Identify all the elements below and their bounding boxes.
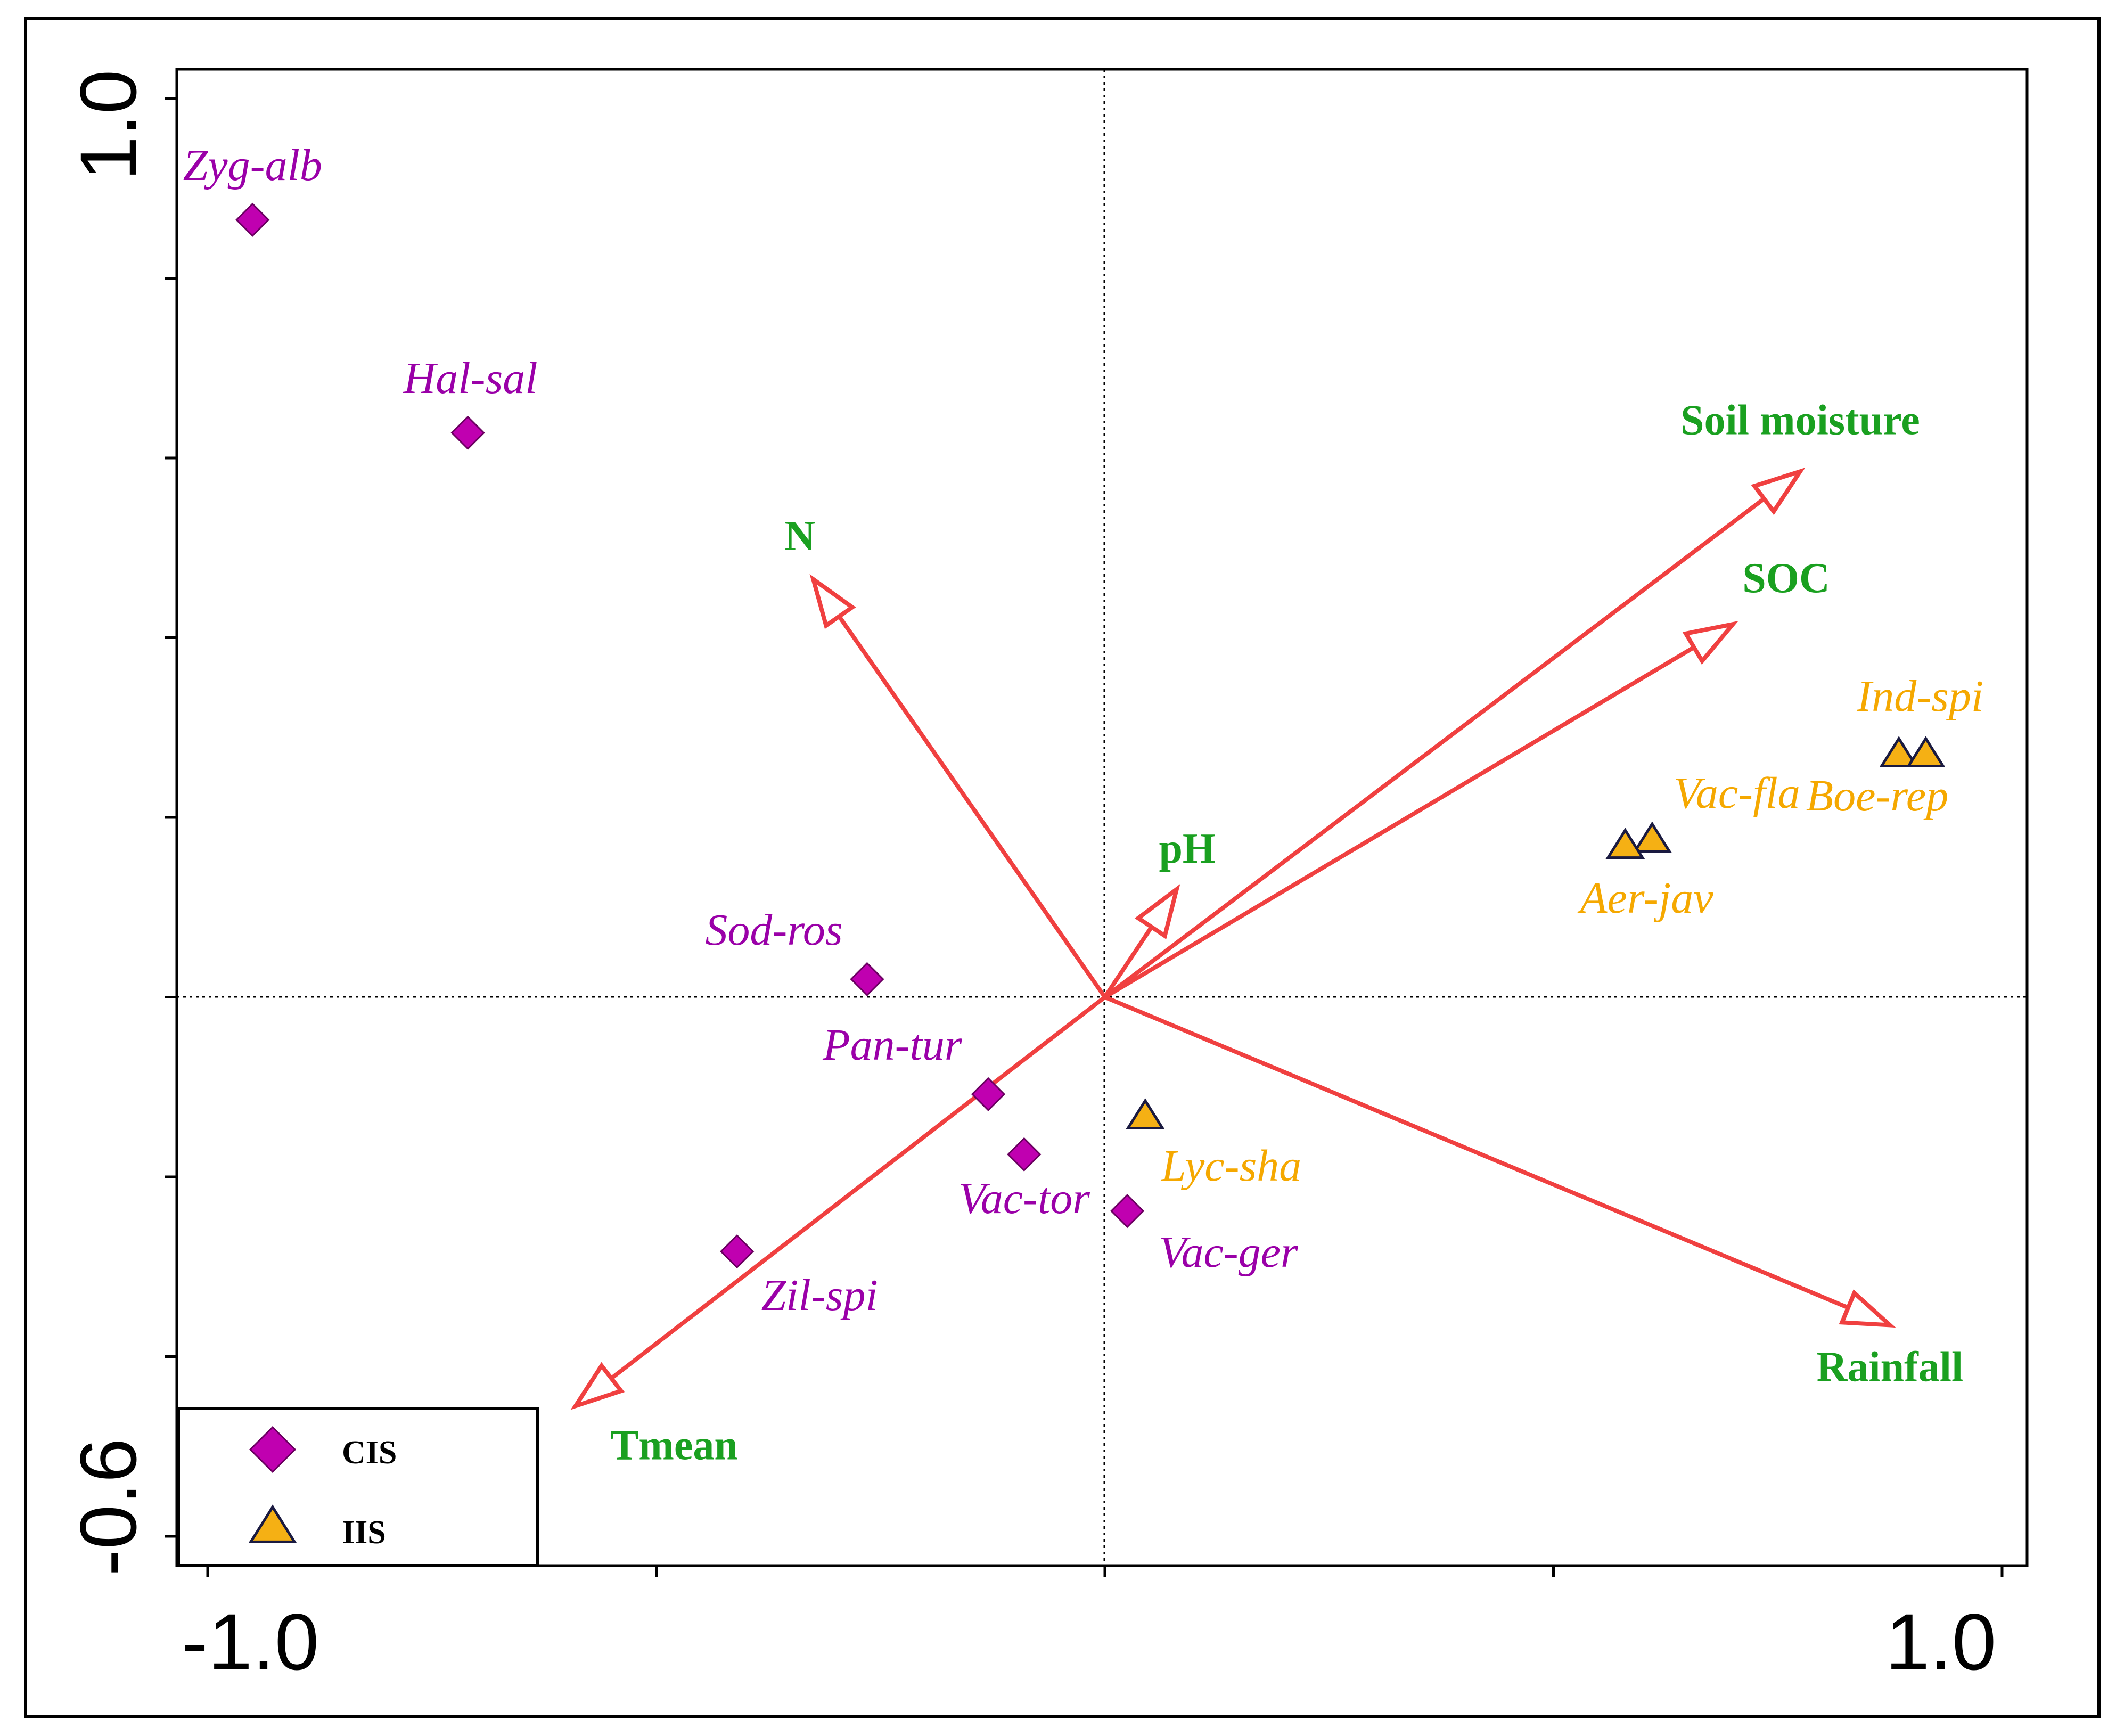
x-tick-label-min: -1.0 <box>182 1597 319 1686</box>
point-hal-sal <box>450 415 485 450</box>
species-label-zyg-alb: Zyg-alb <box>183 141 322 190</box>
point-vac-fla <box>1632 821 1672 853</box>
point-vac-tor <box>1007 1137 1042 1172</box>
axis-ticks <box>165 97 2004 1577</box>
vector-label-soil-moisture: Soil moisture <box>1680 397 1920 444</box>
species-label-boe-rep: Boe-rep <box>1806 771 1948 821</box>
point-aer-jav <box>1605 828 1645 859</box>
vector-arrowhead <box>809 574 856 629</box>
vector-shaft <box>1103 497 1766 999</box>
species-label-aer-jav: Aer-jav <box>1577 873 1713 923</box>
y-tick-label-max: 1.0 <box>63 70 153 181</box>
legend-label-iis: IIS <box>342 1514 386 1551</box>
species-label-hal-sal: Hal-sal <box>403 354 538 403</box>
point-ind-spi <box>1879 736 1919 767</box>
x-tick-label-max: 1.0 <box>1885 1597 1997 1686</box>
species-label-zil-spi: Zil-spi <box>761 1271 878 1320</box>
species-label-vac-tor: Vac-tor <box>958 1174 1090 1223</box>
point-labels: Zyg-alb Hal-sal Sod-ros Pan-tur Vac-tor Vac-g… <box>183 141 1984 1469</box>
point-pan-tur <box>971 1077 1006 1111</box>
vector-arrowhead <box>1839 1289 1896 1328</box>
vector-label-ph: pH <box>1159 825 1216 872</box>
vector-shaft <box>610 995 1106 1380</box>
vector-shaft <box>1104 995 1849 1310</box>
legend-label-cis: CIS <box>342 1435 397 1471</box>
vector-label-n: N <box>784 513 815 560</box>
vector-soc <box>1103 621 1738 999</box>
species-label-sod-ros: Sod-ros <box>705 905 842 955</box>
vector-shaft <box>837 615 1107 998</box>
vector-label-rainfall: Rainfall <box>1817 1344 1964 1390</box>
y-tick-label-min: -0.6 <box>63 1438 153 1576</box>
figure-frame <box>24 17 2101 1718</box>
vector-n <box>809 574 1107 998</box>
point-sod-ros <box>850 962 884 996</box>
species-points <box>235 202 1946 1269</box>
vector-arrowhead <box>570 1362 625 1410</box>
species-label-vac-fla: Vac-fla <box>1674 768 1800 818</box>
vector-ph <box>1103 883 1180 998</box>
point-zyg-alb <box>235 202 270 237</box>
vector-arrowhead <box>1682 621 1738 665</box>
environmental-vectors <box>570 468 1896 1410</box>
vector-arrowhead <box>1134 883 1180 939</box>
vector-shaft <box>1103 926 1154 998</box>
point-lyc-sha <box>1125 1098 1165 1130</box>
point-vac-ger <box>1110 1194 1145 1229</box>
vector-arrowhead <box>1751 468 1806 515</box>
vector-shaft <box>1103 645 1695 999</box>
legend: CIS IIS <box>177 1407 539 1567</box>
vector-label-soc: SOC <box>1742 555 1830 602</box>
vector-rainfall <box>1104 995 1896 1328</box>
species-label-lyc-sha: Lyc-sha <box>1161 1141 1301 1191</box>
legend-marker-cis <box>249 1426 297 1473</box>
species-label-pan-tur: Pan-tur <box>822 1020 962 1070</box>
vector-tmean <box>570 995 1106 1410</box>
species-label-ind-spi: Ind-spi <box>1856 672 1983 721</box>
point-zil-spi <box>720 1234 755 1269</box>
point-boe-rep <box>1906 736 1946 767</box>
legend-box <box>177 1407 539 1567</box>
vector-soil-moisture <box>1103 468 1806 999</box>
species-label-vac-ger: Vac-ger <box>1159 1227 1299 1277</box>
vector-label-tmean: Tmean <box>610 1422 738 1469</box>
legend-marker-iis <box>248 1504 297 1543</box>
